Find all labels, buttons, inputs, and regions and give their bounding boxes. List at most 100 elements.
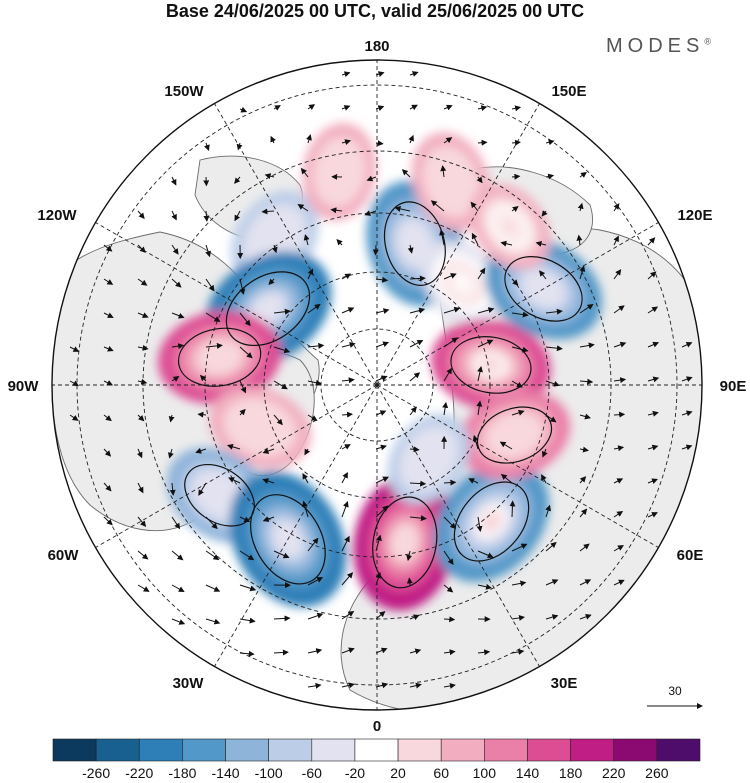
wind-vector (545, 579, 559, 586)
colorbar-tick-label: 180 (559, 765, 583, 781)
wind-vector (409, 515, 427, 522)
wind-vector (511, 614, 526, 621)
wind-vector (375, 308, 390, 315)
wind-vector (375, 534, 382, 552)
wind-vector (307, 303, 321, 314)
anomaly-blob-high-kamchatka (422, 146, 480, 218)
wind-vector (443, 516, 457, 530)
wind-vector (394, 205, 411, 212)
wind-vector (171, 210, 177, 221)
colorbar-tick-label: 60 (433, 765, 449, 781)
wind-vector (443, 584, 454, 593)
wind-vector (409, 307, 426, 314)
wind-vector (341, 273, 352, 280)
wind-vector (375, 71, 385, 77)
wind-vector (239, 278, 246, 295)
wind-vector (341, 71, 351, 78)
wind-vector (171, 312, 185, 319)
meridian-line (214, 384, 378, 667)
wind-vector (579, 413, 591, 420)
wind-vector (539, 270, 547, 280)
wind-vector (239, 584, 257, 592)
wind-vector (409, 104, 418, 111)
wind-vector (307, 648, 323, 655)
wind-vector (511, 173, 521, 180)
colorbar-tick-label: 260 (645, 765, 669, 781)
wind-vector (264, 173, 275, 180)
lon-label-90w: 90W (8, 378, 40, 395)
wind-vector (273, 346, 291, 354)
wind-vector (541, 448, 548, 458)
wind-vector (307, 577, 324, 586)
wind-vector (545, 173, 555, 180)
wind-vector (375, 611, 386, 620)
wind-vector (137, 550, 149, 560)
wind-vector (103, 380, 114, 386)
wind-vector (239, 380, 247, 394)
latitude-circle-40 (76, 84, 678, 686)
colorbar-tick-label: -20 (345, 765, 365, 781)
contour-high-central-siberia (450, 336, 532, 394)
anomaly-blob-low-chukotka (454, 274, 471, 292)
contour-low-north-atlantic (250, 494, 326, 585)
meridian-line (376, 384, 540, 667)
colorbar-tick-label: -60 (302, 765, 322, 781)
wind-vector (541, 474, 547, 484)
wind-vector (579, 476, 587, 484)
wind-vector (477, 339, 494, 348)
wind-vector (401, 169, 411, 178)
wind-vector (681, 376, 693, 382)
wind-vector (472, 434, 479, 450)
wind-vector (647, 237, 656, 246)
wind-vector (205, 244, 211, 258)
brand-mark: ® (704, 36, 711, 47)
wind-vector (273, 550, 290, 559)
wind-vector (443, 479, 457, 486)
wind-vector (545, 614, 559, 620)
wind-vector (499, 441, 513, 450)
wind-vector (545, 380, 560, 387)
wind-vector (375, 105, 385, 111)
brand-name: MODES (606, 35, 705, 57)
wind-vector (234, 176, 241, 184)
wind-vector (476, 516, 483, 533)
wind-vector (647, 512, 658, 518)
colorbar-swatch (527, 738, 571, 762)
wind-vector (307, 342, 325, 349)
wind-vector (511, 346, 529, 353)
wind-vector (468, 478, 479, 484)
wind-vector (228, 477, 241, 484)
wind-vector (579, 378, 594, 385)
wind-vector (171, 244, 179, 255)
wind-vector (407, 244, 414, 254)
wind-vector (511, 205, 519, 212)
wind-vector (341, 307, 355, 314)
wind-vector (511, 409, 525, 416)
wind-vector (69, 380, 80, 387)
wind-vector (171, 343, 185, 350)
anomaly-blob-high-east-siberia (501, 218, 518, 235)
wind-vector (239, 550, 255, 561)
meridian-line (214, 103, 378, 386)
wind-vector (336, 239, 343, 246)
wind-vector (341, 105, 351, 111)
wind-vector (103, 345, 114, 352)
wind-vector (341, 342, 356, 348)
wind-vector (302, 473, 309, 484)
meridian-line (376, 384, 659, 548)
anomaly-blob-high-canada (196, 339, 243, 375)
wind-vector (579, 171, 587, 178)
wind-vector (375, 505, 389, 518)
wind-vector (205, 312, 221, 322)
wind-vector (239, 408, 246, 416)
wind-vector (511, 105, 522, 112)
colorbar-swatch (484, 738, 528, 762)
wind-vector (239, 346, 253, 359)
wind-vector (103, 244, 113, 252)
wind-vector (408, 134, 414, 144)
wind-vector (169, 482, 176, 496)
wind-vector (375, 410, 387, 416)
wind-vector (137, 516, 147, 528)
wind-vector (273, 414, 283, 426)
anomaly-blob-low-bering (396, 220, 433, 268)
